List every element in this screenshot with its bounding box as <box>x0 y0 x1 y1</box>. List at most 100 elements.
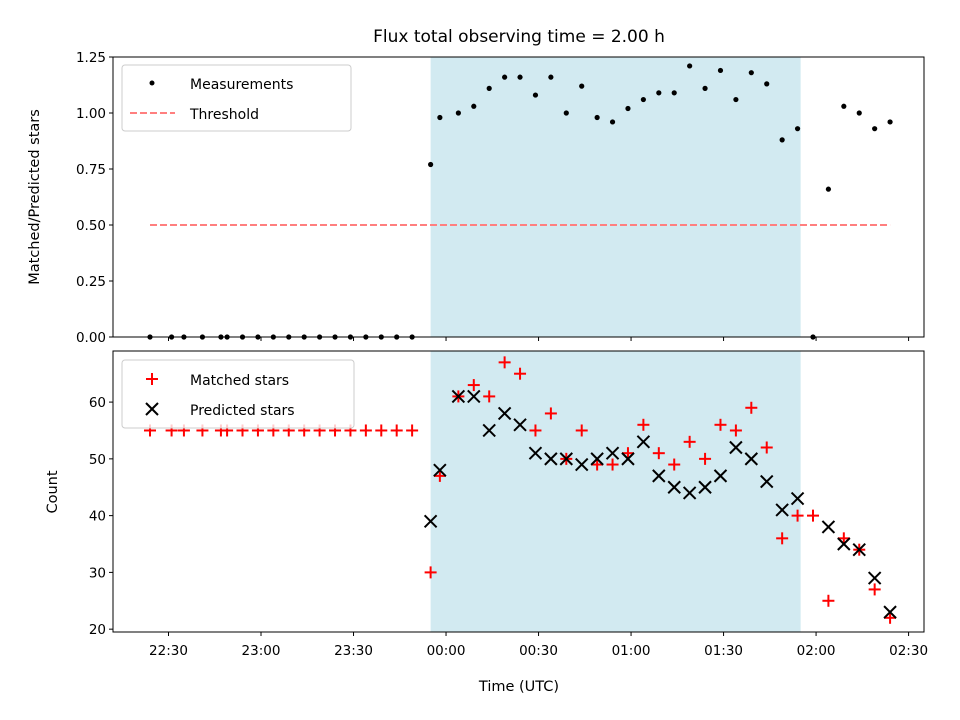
x-tick-label: 02:00 <box>797 643 836 659</box>
x-tick-label: 02:30 <box>889 643 928 659</box>
bottom-axis-ticks: 20 30 40 50 60 22:30 23:00 23:30 00:00 00:30 01:00… <box>89 395 928 659</box>
matched-star-point <box>591 458 604 471</box>
predicted-marker-b <box>729 440 743 455</box>
legend-measurements-label: Measurements <box>190 77 293 93</box>
measurement-point <box>656 90 662 96</box>
bottom-panel: 20 30 40 50 60 22:30 23:00 23:30 00:00 00:30 01:00… <box>45 350 928 695</box>
bottom-predicted-points <box>423 389 897 619</box>
predicted-marker-b <box>667 480 681 494</box>
top-y-tick-label: 0.50 <box>76 218 106 234</box>
measurement-point <box>671 90 677 96</box>
matched-star-point <box>621 447 634 460</box>
predicted-marker-b <box>652 469 666 483</box>
measurement-point <box>594 114 600 121</box>
predicted-star-point <box>621 452 635 466</box>
predicted-star-point <box>636 435 651 449</box>
predicted-marker-b <box>528 446 543 460</box>
matched-star-point <box>791 509 804 522</box>
predicted-marker-b <box>482 423 496 438</box>
predicted-marker-b <box>497 406 512 421</box>
matched-star-point <box>837 532 850 545</box>
legend-measurement-marker <box>149 80 155 86</box>
bottom-y-axis-label: Count <box>45 470 61 513</box>
top-legend: Measurements Threshold <box>121 64 352 132</box>
matched-star-point <box>822 594 835 607</box>
x-tick-label: 01:30 <box>704 643 743 659</box>
matched-star-point <box>406 424 419 437</box>
matched-star-point <box>606 458 619 471</box>
predicted-marker-b <box>621 452 635 466</box>
x-tick-label: 23:30 <box>334 643 373 659</box>
bottom-y-tick-label: 20 <box>89 622 106 638</box>
x-tick-label: 00:30 <box>519 643 558 659</box>
bottom-plot-frame <box>112 350 925 633</box>
predicted-star-point <box>513 418 527 432</box>
predicted-marker-b <box>636 435 651 449</box>
matched-star-point <box>483 390 496 403</box>
predicted-star-point <box>575 457 589 472</box>
top-legend-box <box>121 64 352 132</box>
predicted-star-point <box>559 452 574 466</box>
measurement-point <box>563 110 569 116</box>
matched-star-point <box>760 441 773 454</box>
measurement-point <box>825 186 832 192</box>
predicted-star-point <box>467 389 481 404</box>
predicted-marker-b <box>775 503 789 517</box>
bottom-legend: Matched stars Predicted stars <box>121 359 355 429</box>
predicted-marker-b <box>513 418 527 432</box>
top-y-tick-label: 1.00 <box>76 106 106 122</box>
predicted-star-point <box>713 469 728 483</box>
measurement-point <box>764 81 770 87</box>
x-tick-label: 23:00 <box>242 643 281 659</box>
predicted-marker-b <box>760 474 774 489</box>
predicted-marker-b <box>467 389 481 404</box>
matched-star-point <box>776 532 789 545</box>
legend-matched-marker <box>146 373 158 385</box>
matched-star-point <box>375 424 388 437</box>
measurement-point <box>437 114 443 121</box>
matched-star-point <box>683 435 696 448</box>
predicted-marker-b <box>575 457 589 472</box>
x-axis-label: Time (UTC) <box>478 679 559 695</box>
measurement-point <box>625 105 631 112</box>
predicted-marker-b <box>451 389 466 404</box>
matched-star-point <box>699 452 712 465</box>
matched-star-point <box>424 566 437 579</box>
matched-star-point <box>868 583 881 596</box>
matched-star-point <box>390 424 403 437</box>
measurement-point <box>887 119 893 125</box>
x-tick-label: 22:30 <box>149 643 188 659</box>
predicted-marker-b <box>423 514 438 529</box>
measurement-point <box>455 110 461 116</box>
top-panel: 0.00 0.25 0.50 0.75 1.00 1.25 Matched/Predict… <box>27 50 925 346</box>
predicted-star-point <box>867 571 882 585</box>
chart-title: Flux total observing time = 2.00 h <box>373 27 665 47</box>
measurement-point <box>471 103 477 109</box>
x-tick-label: 01:00 <box>612 643 651 659</box>
predicted-marker-b <box>559 452 574 466</box>
bottom-y-tick-label: 40 <box>89 509 106 525</box>
measurement-point <box>486 85 492 91</box>
top-axis-ticks: 0.00 0.25 0.50 0.75 1.00 1.25 <box>76 50 910 346</box>
measurement-point <box>532 92 539 98</box>
predicted-star-point <box>790 491 805 506</box>
matched-star-point <box>498 356 511 369</box>
top-y-tick-label: 0.25 <box>76 274 106 290</box>
matched-star-point <box>729 424 742 437</box>
predicted-marker-b <box>433 463 447 477</box>
matched-star-point <box>514 367 527 380</box>
top-plot-frame <box>112 56 925 338</box>
top-shaded-region <box>430 57 801 337</box>
predicted-star-point <box>729 440 743 455</box>
matched-star-point <box>652 447 665 460</box>
measurement-point <box>841 103 847 109</box>
predicted-star-point <box>760 474 774 489</box>
x-tick-label: 00:00 <box>427 643 466 659</box>
legend-matched-label: Matched stars <box>190 373 289 389</box>
matched-star-point <box>544 407 557 420</box>
top-y-axis-label: Matched/Predicted stars <box>27 109 43 285</box>
predicted-marker-b <box>605 446 620 460</box>
matched-star-point <box>529 424 542 437</box>
predicted-star-point <box>667 480 681 494</box>
